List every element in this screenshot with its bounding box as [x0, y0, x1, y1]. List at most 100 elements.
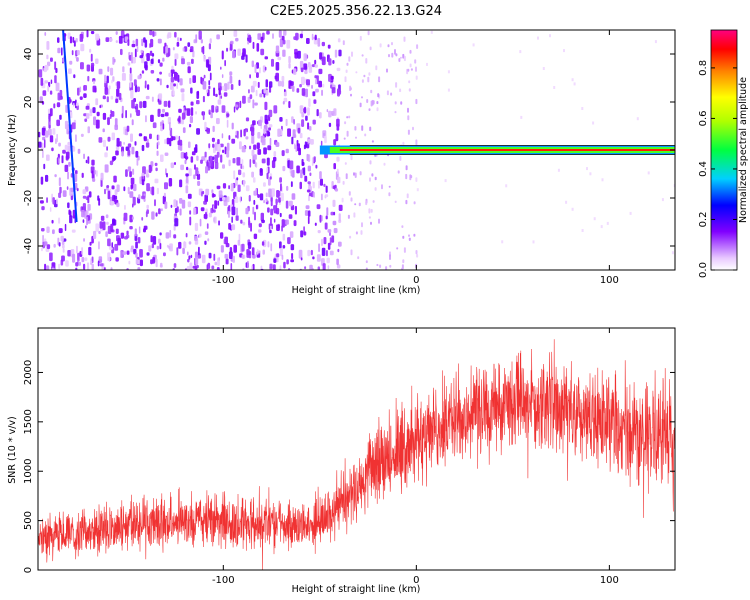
heatmap-cell — [162, 123, 165, 130]
heatmap-cell — [205, 211, 207, 220]
heatmap-cell — [204, 121, 207, 130]
heatmap-cell — [328, 122, 332, 128]
heatmap-cell — [194, 164, 196, 170]
heatmap-cell — [304, 175, 308, 182]
heatmap-cell — [88, 191, 92, 198]
heatmap-cell — [67, 141, 71, 146]
heatmap-cell — [150, 259, 153, 265]
heatmap-cell — [245, 117, 250, 122]
heatmap-cell — [291, 253, 294, 260]
heatmap-cell — [331, 110, 335, 115]
heatmap-cell — [375, 65, 378, 71]
colorbar-gradient — [711, 30, 737, 270]
heatmap-cell — [314, 34, 317, 41]
heatmap-cell — [214, 261, 218, 266]
heatmap-cell — [402, 259, 405, 264]
heatmap-cell — [271, 188, 275, 197]
heatmap-cell — [386, 90, 389, 96]
heatmap-cell — [121, 113, 124, 119]
colorbar-tick-label: 0.0 — [698, 262, 709, 278]
heatmap-cell — [168, 100, 171, 108]
heatmap-cell — [270, 208, 274, 216]
heatmap-cell — [116, 88, 120, 97]
heatmap-cell — [387, 44, 390, 48]
heatmap-cell — [93, 169, 96, 175]
heatmap-cell — [193, 207, 197, 215]
heatmap-cell — [134, 228, 137, 237]
heatmap-cell — [241, 243, 245, 252]
heatmap-cell — [115, 257, 119, 262]
heatmap-cell — [187, 66, 191, 74]
heatmap-cell — [369, 46, 372, 51]
heatmap-cell — [73, 102, 75, 107]
heatmap-cell — [183, 241, 187, 249]
heatmap-cell — [277, 56, 282, 61]
heatmap-cell — [328, 58, 332, 66]
heatmap-cell — [311, 64, 316, 68]
heatmap-cell — [76, 245, 78, 254]
heatmap-cell — [269, 229, 272, 234]
heatmap-cell — [347, 214, 350, 219]
heatmap-cell — [129, 67, 132, 74]
heatmap-cell — [305, 115, 308, 121]
heatmap-cell — [306, 38, 310, 44]
heatmap-cell — [292, 129, 296, 138]
heatmap-cell — [188, 141, 191, 149]
heatmap-cell — [285, 200, 289, 209]
heatmap-cell — [228, 135, 231, 140]
heatmap-cell — [62, 190, 67, 197]
heatmap-cell — [191, 58, 194, 64]
heatmap-cell — [248, 34, 251, 42]
heatmap-cell — [87, 262, 90, 270]
heatmap-cell — [45, 265, 50, 270]
heatmap-cell — [80, 43, 85, 52]
heatmap-cell — [399, 56, 402, 59]
heatmap-cell — [394, 200, 397, 203]
heatmap-cell — [280, 192, 284, 202]
heatmap-cell — [272, 33, 274, 39]
heatmap-cell — [327, 265, 330, 270]
heatmap-cell — [279, 38, 284, 48]
heatmap-cell — [187, 258, 190, 263]
heatmap-cell — [308, 66, 313, 73]
heatmap-cell — [96, 170, 98, 177]
heatmap-cell — [239, 141, 242, 150]
heatmap-cell — [139, 259, 143, 267]
heatmap-cell — [179, 198, 183, 204]
heatmap-cell — [293, 119, 295, 125]
heatmap-cell — [343, 137, 346, 140]
heatmap-cell — [371, 99, 374, 106]
heatmap-cell — [65, 155, 69, 161]
heatmap-cell — [322, 263, 326, 270]
heatmap-cell — [299, 181, 302, 190]
heatmap-cell — [184, 107, 187, 111]
heatmap-cell — [647, 171, 650, 175]
heatmap-cell — [311, 84, 313, 89]
heatmap-cell — [390, 92, 393, 96]
heatmap-cell — [208, 252, 212, 259]
heatmap-cell — [61, 241, 65, 245]
heatmap-cell — [241, 159, 244, 166]
heatmap-cell — [169, 122, 171, 131]
heatmap-cell — [258, 250, 261, 254]
heatmap-cell — [331, 87, 336, 94]
heatmap-cell — [394, 49, 396, 55]
heatmap-cell — [144, 64, 148, 71]
heatmap-cell — [279, 247, 283, 257]
heatmap-cell — [72, 253, 76, 263]
heatmap-cell — [586, 167, 588, 171]
heatmap-cell — [104, 188, 106, 195]
heatmap-cell — [388, 54, 390, 58]
heatmap-cell — [133, 248, 137, 255]
heatmap-cell — [73, 74, 76, 79]
heatmap-cell — [174, 53, 179, 60]
heatmap-cell — [87, 195, 90, 204]
heatmap-cell — [225, 243, 230, 248]
heatmap-cell — [332, 60, 335, 64]
heatmap-cell — [114, 124, 118, 131]
heatmap-cell — [399, 155, 402, 161]
heatmap-cell — [151, 53, 155, 57]
heatmap-cell — [104, 74, 107, 84]
heatmap-cell — [370, 208, 373, 213]
heatmap-cell — [358, 202, 361, 207]
